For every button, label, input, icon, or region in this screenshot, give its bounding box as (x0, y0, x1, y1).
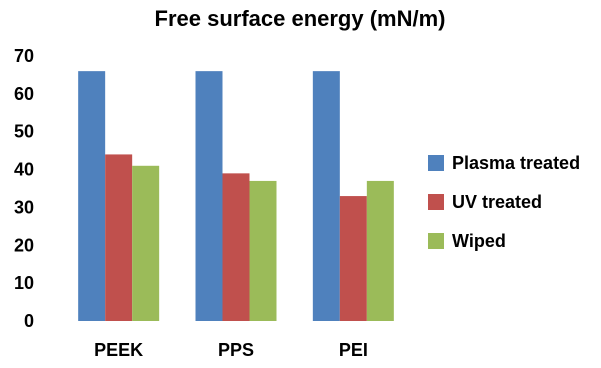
bar-peek-wiped (132, 165, 160, 321)
bar-peek-plasma-treated (78, 71, 106, 322)
bar-pps-wiped (249, 180, 277, 321)
x-category-label: PEEK (94, 340, 143, 360)
y-tick-label: 0 (24, 311, 34, 331)
y-tick-label: 20 (14, 235, 34, 255)
chart-title: Free surface energy (mN/m) (155, 6, 446, 31)
bar-pps-plasma-treated (195, 71, 223, 322)
y-tick-label: 70 (14, 46, 34, 66)
x-axis: PEEK PPS PEI (94, 340, 368, 360)
legend-swatch (428, 194, 444, 210)
legend-swatch (428, 155, 444, 171)
bar-pei-uv-treated (339, 196, 367, 321)
y-tick-label: 40 (14, 160, 34, 180)
bars (78, 71, 394, 322)
y-axis: 0 10 20 30 40 50 60 70 (14, 46, 34, 331)
bar-pps-uv-treated (222, 173, 250, 321)
bar-pei-plasma-treated (312, 71, 340, 322)
x-category-label: PEI (339, 340, 368, 360)
bar-pei-wiped (366, 180, 394, 321)
legend-label: UV treated (452, 192, 542, 212)
y-tick-label: 30 (14, 197, 34, 217)
y-tick-label: 60 (14, 84, 34, 104)
legend-label: Plasma treated (452, 153, 580, 173)
legend-swatch (428, 233, 444, 249)
legend: Plasma treated UV treated Wiped (428, 153, 580, 251)
bar-peek-uv-treated (105, 154, 133, 321)
y-tick-label: 50 (14, 122, 34, 142)
x-category-label: PPS (218, 340, 254, 360)
y-tick-label: 10 (14, 273, 34, 293)
legend-label: Wiped (452, 231, 506, 251)
